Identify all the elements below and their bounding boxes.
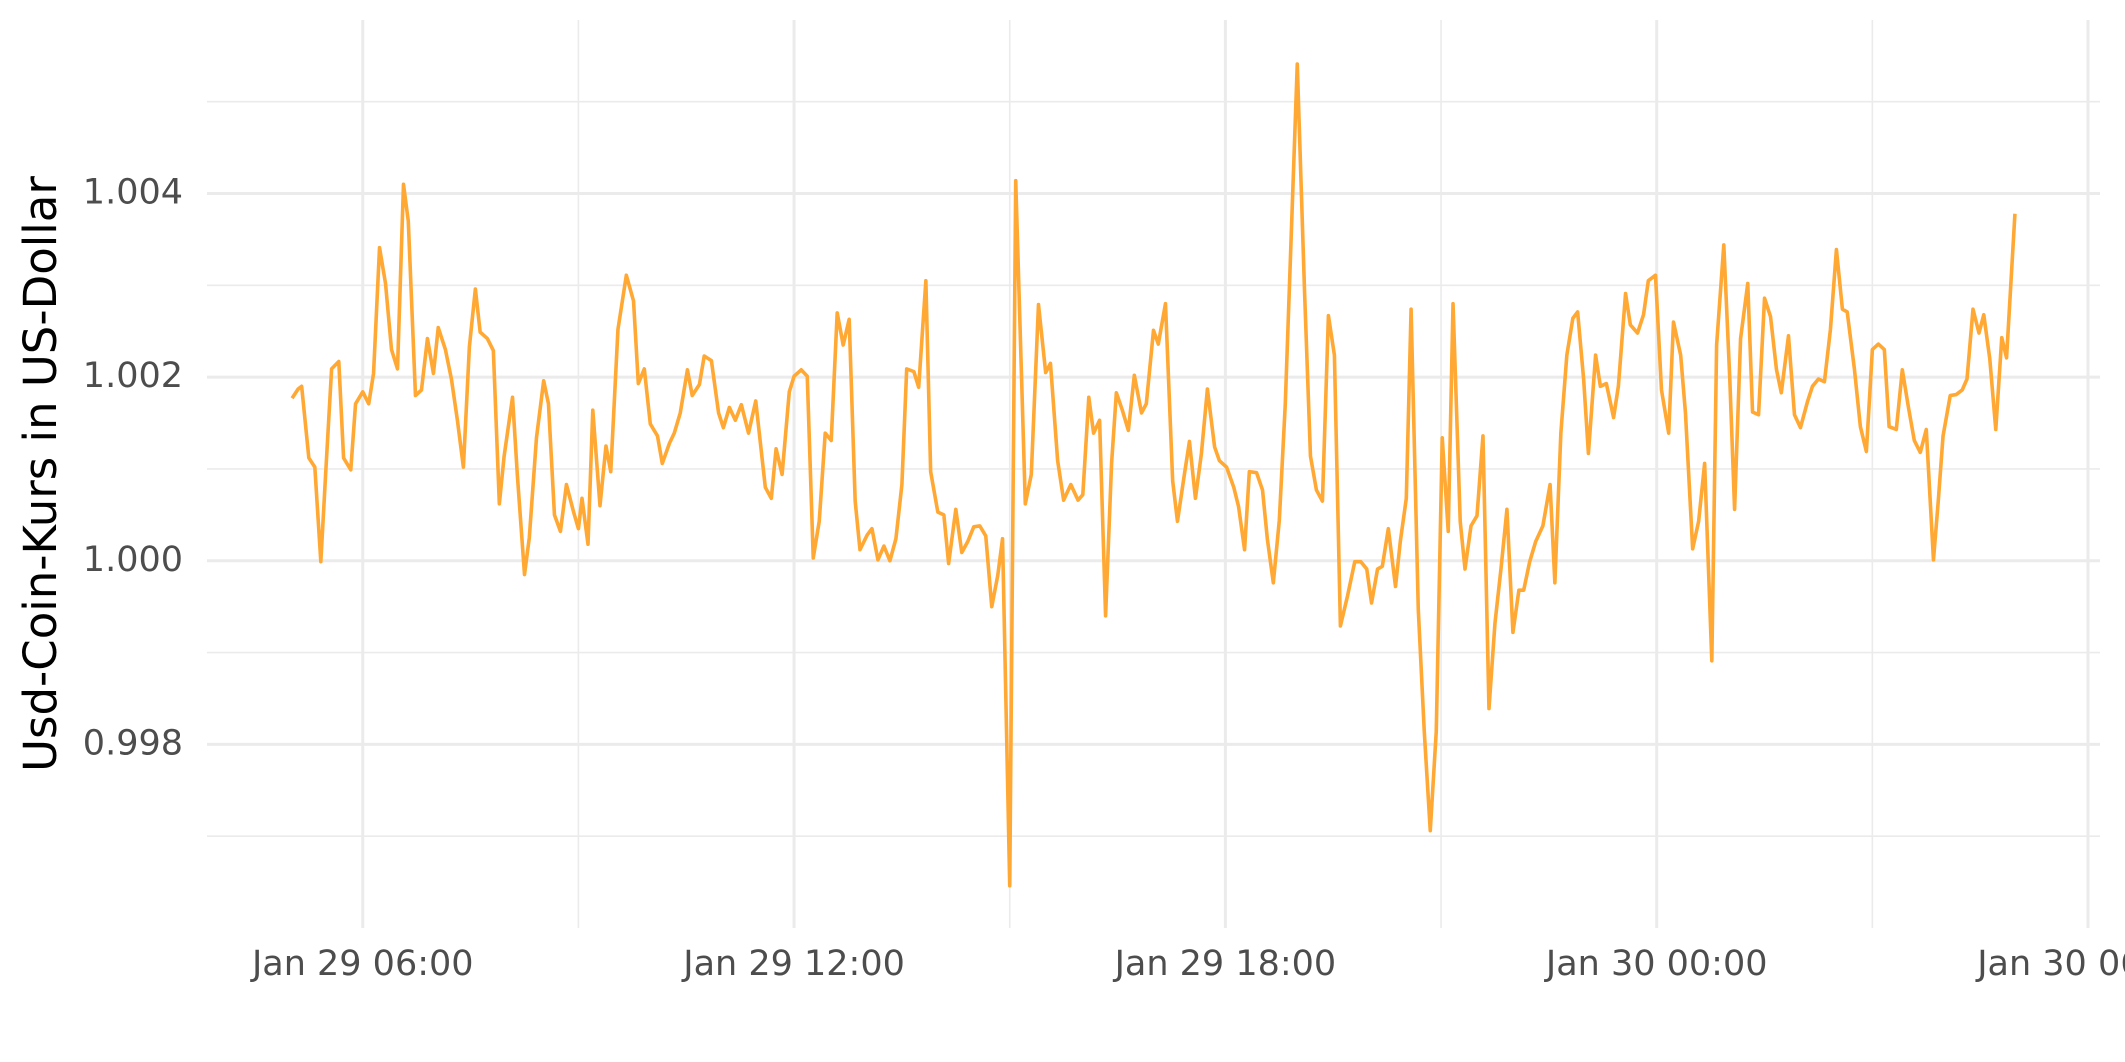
y-tick-label: 1.004 bbox=[83, 173, 183, 213]
y-tick-label: 1.002 bbox=[83, 356, 183, 396]
x-tick-label: Jan 30 00:00 bbox=[1544, 944, 1768, 984]
y-tick-label: 1.000 bbox=[83, 540, 183, 580]
x-tick-label: Jan 30 06:00 bbox=[1975, 944, 2125, 984]
x-tick-label: Jan 29 18:00 bbox=[1113, 944, 1337, 984]
data-line bbox=[290, 62, 2017, 888]
plot-area bbox=[290, 62, 2017, 888]
x-tick-label: Jan 29 12:00 bbox=[681, 944, 905, 984]
grid bbox=[207, 20, 2100, 928]
y-tick-label: 0.998 bbox=[83, 723, 183, 763]
y-axis-title: Usd-Coin-Kurs in US-Dollar bbox=[14, 176, 67, 772]
x-tick-label: Jan 29 06:00 bbox=[250, 944, 474, 984]
